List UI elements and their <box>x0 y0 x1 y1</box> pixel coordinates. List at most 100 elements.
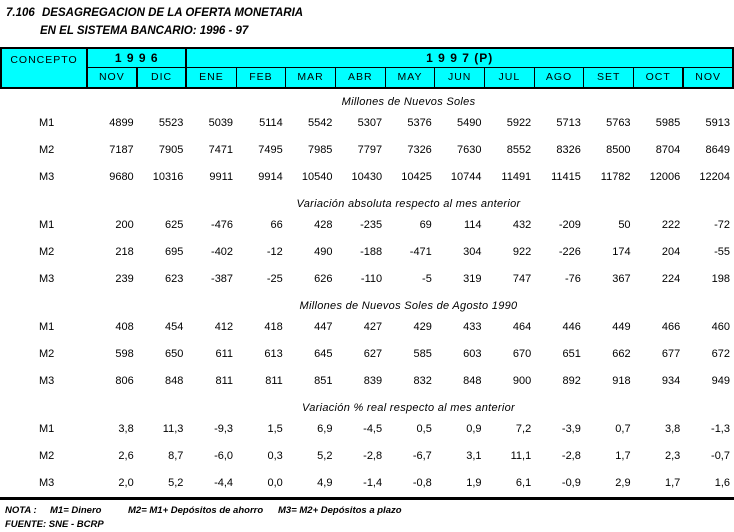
row-label-m1: M1 <box>1 415 87 442</box>
value-m2-jun-1997: 3,1 <box>434 442 485 469</box>
value-m3-dic-1996: 5,2 <box>136 469 187 496</box>
value-m3-ene-1997: -4,4 <box>186 469 237 496</box>
value-m1-jul-1997: 432 <box>484 211 535 238</box>
value-m1-mar-1997: 428 <box>285 211 336 238</box>
value-m1-ene-1997: 412 <box>186 313 237 340</box>
value-m1-jul-1997: 5922 <box>484 109 535 136</box>
value-m3-oct-1997: 224 <box>633 265 684 292</box>
value-m2-may-1997: 585 <box>385 340 435 367</box>
value-m2-oct-1997: 677 <box>633 340 684 367</box>
value-m1-nov-1996: 408 <box>87 313 137 340</box>
section-heading-row: Variación % real respecto al mes anterio… <box>1 394 733 415</box>
value-m1-ene-1997: -476 <box>186 211 237 238</box>
row-label-m1: M1 <box>1 109 87 136</box>
value-m3-feb-1997: 811 <box>236 367 286 394</box>
value-m3-jun-1997: 10744 <box>434 163 485 190</box>
table-notes: NOTA : M1= Dinero M2= M1+ Depósitos de a… <box>0 505 734 518</box>
value-m1-dic-1996: 454 <box>136 313 187 340</box>
value-m1-ago-1997: 5713 <box>534 109 584 136</box>
value-m1-jun-1997: 114 <box>434 211 485 238</box>
value-m1-set-1997: 50 <box>583 211 634 238</box>
value-m3-jun-1997: 319 <box>434 265 485 292</box>
value-m2-set-1997: 1,7 <box>583 442 634 469</box>
value-m3-dic-1996: 848 <box>136 367 187 394</box>
value-m2-may-1997: -471 <box>385 238 435 265</box>
row-label-m2: M2 <box>1 442 87 469</box>
value-m1-mar-1997: 5542 <box>285 109 336 136</box>
section-heading-spacer <box>1 190 87 211</box>
value-m2-dic-1996: 8,7 <box>136 442 187 469</box>
value-m2-abr-1997: 627 <box>335 340 386 367</box>
nota-label: NOTA : <box>5 505 37 516</box>
value-m2-ago-1997: -226 <box>534 238 584 265</box>
month-header-feb-1997: FEB <box>235 66 287 89</box>
value-m1-ene-1997: -9,3 <box>186 415 237 442</box>
value-m3-mar-1997: 851 <box>285 367 336 394</box>
value-m2-jun-1997: 603 <box>434 340 485 367</box>
value-m2-jul-1997: 11,1 <box>484 442 535 469</box>
value-m1-nov-1996: 200 <box>87 211 137 238</box>
note-m2-definition: M2= M1+ Depósitos de ahorro <box>128 505 264 516</box>
value-m2-nov-1997: -55 <box>683 238 733 265</box>
month-header-ene-1997: ENE <box>185 66 237 89</box>
row-label-m2: M2 <box>1 136 87 163</box>
value-m1-set-1997: 449 <box>583 313 634 340</box>
value-m1-mar-1997: 447 <box>285 313 336 340</box>
value-m3-nov-1996: 9680 <box>87 163 137 190</box>
value-m2-nov-1997: 8649 <box>683 136 733 163</box>
value-m2-nov-1996: 218 <box>87 238 137 265</box>
value-m3-ago-1997: 892 <box>534 367 584 394</box>
row-label-m3: M3 <box>1 163 87 190</box>
value-m2-jun-1997: 304 <box>434 238 485 265</box>
month-header-abr-1997: ABR <box>334 66 386 89</box>
value-m1-dic-1996: 5523 <box>136 109 187 136</box>
value-m1-set-1997: 5763 <box>583 109 634 136</box>
value-m3-mar-1997: 626 <box>285 265 336 292</box>
row-label-m2: M2 <box>1 238 87 265</box>
value-m1-feb-1997: 66 <box>236 211 286 238</box>
value-m3-jun-1997: 848 <box>434 367 485 394</box>
value-m3-oct-1997: 12006 <box>633 163 684 190</box>
concepto-column-header: CONCEPTO <box>0 47 88 89</box>
section-heading: Variación absoluta respecto al mes anter… <box>87 190 733 211</box>
title-text: DESAGREGACION DE LA OFERTA MONETARIA <box>42 7 304 19</box>
value-m3-jun-1997: 1,9 <box>434 469 485 496</box>
value-m2-set-1997: 174 <box>583 238 634 265</box>
value-m3-set-1997: 2,9 <box>583 469 634 496</box>
value-m1-abr-1997: -235 <box>335 211 386 238</box>
section-heading-spacer <box>1 292 87 313</box>
value-m3-ago-1997: -0,9 <box>534 469 584 496</box>
value-m1-ago-1997: -3,9 <box>534 415 584 442</box>
value-m1-mar-1997: 6,9 <box>285 415 336 442</box>
data-row-m3: M3 239 623 -387 -25 626 -110 -5 319 747 -76 367 224 1… <box>1 265 733 292</box>
value-m2-feb-1997: 7495 <box>236 136 286 163</box>
value-m1-oct-1997: 222 <box>633 211 684 238</box>
value-m2-ago-1997: -2,8 <box>534 442 584 469</box>
value-m3-feb-1997: -25 <box>236 265 286 292</box>
value-m1-abr-1997: 427 <box>335 313 386 340</box>
value-m1-jun-1997: 0,9 <box>434 415 485 442</box>
value-m2-abr-1997: -188 <box>335 238 386 265</box>
value-m1-set-1997: 0,7 <box>583 415 634 442</box>
data-row-m3: M3 2,0 5,2 -4,4 0,0 4,9 -1,4 -0,8 1,9 6,1 -0,9 2,9 1… <box>1 469 733 496</box>
note-m3-definition: M3= M2+ Depósitos a plazo <box>278 505 402 516</box>
value-m1-nov-1996: 3,8 <box>87 415 137 442</box>
section-heading-spacer <box>1 394 87 415</box>
value-m3-feb-1997: 0,0 <box>236 469 286 496</box>
row-label-m3: M3 <box>1 265 87 292</box>
value-m3-may-1997: -0,8 <box>385 469 435 496</box>
value-m3-abr-1997: 10430 <box>335 163 386 190</box>
value-m3-ene-1997: -387 <box>186 265 237 292</box>
value-m3-set-1997: 918 <box>583 367 634 394</box>
value-m2-jul-1997: 922 <box>484 238 535 265</box>
value-m3-abr-1997: -110 <box>335 265 386 292</box>
value-m3-feb-1997: 9914 <box>236 163 286 190</box>
value-m2-ene-1997: 611 <box>186 340 237 367</box>
data-row-m1: M1 4899 5523 5039 5114 5542 5307 5376 5490 5922 57… <box>1 109 733 136</box>
value-m3-may-1997: -5 <box>385 265 435 292</box>
year-1996-header: 1 9 9 6 <box>85 47 188 68</box>
value-m1-feb-1997: 418 <box>236 313 286 340</box>
data-row-m2: M2 218 695 -402 -12 490 -188 -471 304 922 -226 174 2… <box>1 238 733 265</box>
month-header-ago-1997: AGO <box>533 66 585 89</box>
